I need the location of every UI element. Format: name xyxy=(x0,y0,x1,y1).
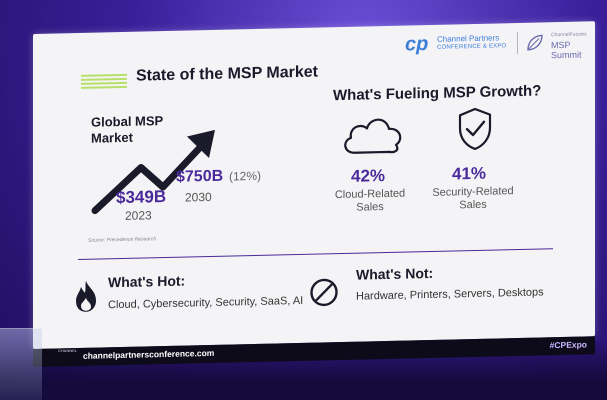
whats-not-title: What's Not: xyxy=(356,264,434,283)
growth-arrow-icon xyxy=(91,129,215,215)
cloud-percent: 42% xyxy=(351,166,386,186)
cloud-icon xyxy=(344,118,402,154)
whats-hot-list: Cloud, Cybersecurity, Security, SaaS, AI xyxy=(108,294,304,312)
shield-check-icon xyxy=(458,107,492,151)
fire-icon xyxy=(76,280,96,312)
whats-not-list: Hardware, Printers, Servers, Desktops xyxy=(356,286,544,303)
whats-hot-title: What's Hot: xyxy=(108,272,186,291)
year-2030: 2030 xyxy=(185,189,212,205)
prohibited-icon xyxy=(310,278,338,307)
security-percent: 41% xyxy=(452,163,487,184)
fueling-title: What's Fueling MSP Growth? xyxy=(333,82,542,105)
summit-leaf-icon xyxy=(527,34,543,51)
logo-line2: CONFERENCE & EXPO xyxy=(437,43,507,51)
logo-mark: cp xyxy=(405,33,429,56)
value-2023: $349B xyxy=(116,186,167,208)
logo-right-bottom: MSP Summit xyxy=(551,39,582,61)
projection-screen: State of the MSP Market cp Channel Partn… xyxy=(33,21,595,369)
value-2030: $750B xyxy=(176,167,224,186)
cloud-sales-label: Cloud-Related Sales xyxy=(334,187,406,214)
footer-url: channelpartnersconference.com xyxy=(83,347,215,361)
podium-label: CHANNEL xyxy=(58,348,78,353)
podium xyxy=(0,328,42,400)
growth-rate: (12%) xyxy=(229,168,262,184)
slide-title: State of the MSP Market xyxy=(136,63,318,85)
logo-line1: Channel Partners xyxy=(437,33,500,44)
title-stripes xyxy=(81,73,127,93)
logo-divider xyxy=(517,31,518,55)
footer-hashtag: #CPExpo xyxy=(549,339,587,351)
slide: State of the MSP Market cp Channel Partn… xyxy=(33,21,595,350)
source-note: Source: Precedence Research xyxy=(88,236,157,244)
security-sales-label: Security-Related Sales xyxy=(432,185,514,212)
year-2023: 2023 xyxy=(125,208,152,223)
logo-right-top: ChannelFutures xyxy=(551,31,587,39)
conference-logo: cp Channel Partners CONFERENCE & EXPO Ch… xyxy=(405,27,595,61)
section-divider xyxy=(78,248,553,260)
